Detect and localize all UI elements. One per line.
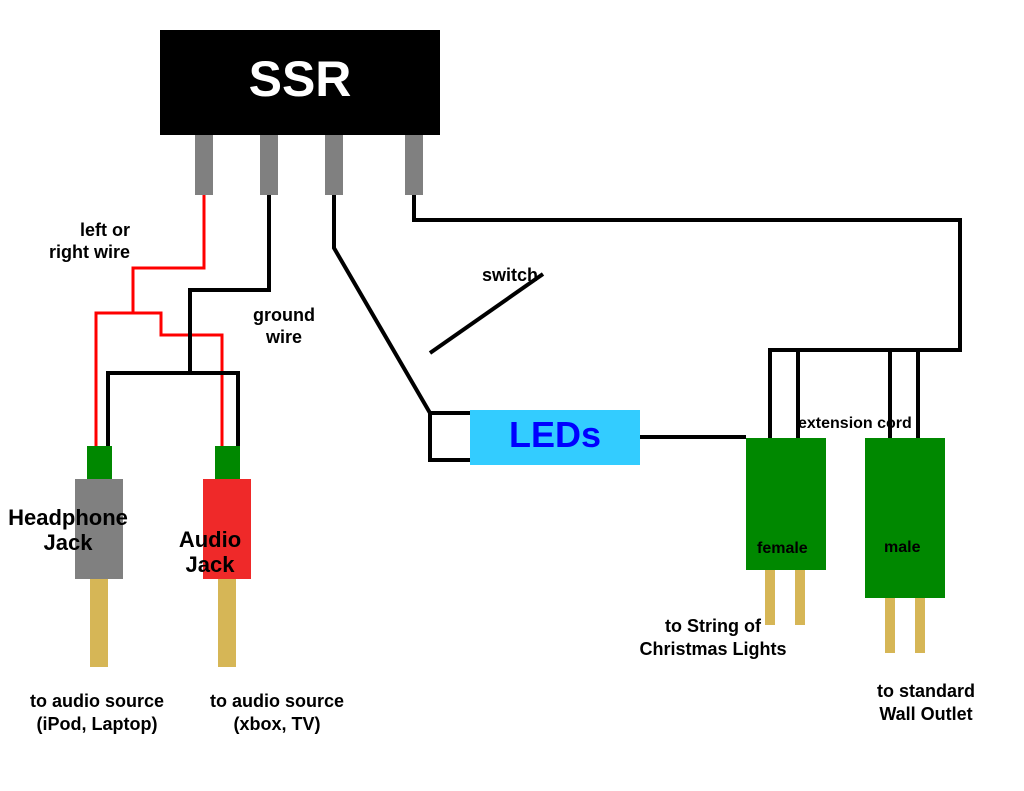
- left-right-label: left or right wire: [30, 220, 130, 263]
- extension-label: extension cord: [798, 415, 912, 433]
- to-audio2-label: to audio source (xbox, TV): [192, 690, 362, 735]
- to-string-label: to String of Christmas Lights: [603, 615, 823, 660]
- ground-label: ground wire: [253, 305, 315, 348]
- male-plug-body: [865, 438, 945, 598]
- leds-label: LEDs: [470, 414, 640, 456]
- male-prong-1: [885, 598, 895, 653]
- audio-tip: [215, 446, 240, 479]
- headphone-plug: [90, 579, 108, 667]
- wiring-layer: [0, 0, 1024, 791]
- to-audio1-label: to audio source (iPod, Laptop): [12, 690, 182, 735]
- audio-plug: [218, 579, 236, 667]
- headphone-tip: [87, 446, 112, 479]
- ssr-label: SSR: [160, 50, 440, 108]
- to-wall-label: to standard Wall Outlet: [846, 680, 1006, 725]
- audio-label: Audio Jack: [150, 527, 270, 578]
- ssr-pin-2: [260, 135, 278, 195]
- ssr-plug-wires: [414, 195, 960, 438]
- male-prong-2: [915, 598, 925, 653]
- leds-lower-wire: [430, 413, 471, 460]
- ssr-pin-3: [325, 135, 343, 195]
- male-label: male: [884, 539, 920, 557]
- ssr-switch-wire: [334, 195, 470, 413]
- switch-label: switch: [482, 265, 538, 286]
- ground-wires: [108, 195, 269, 446]
- female-label: female: [757, 540, 808, 558]
- ssr-pin-4: [405, 135, 423, 195]
- headphone-label: Headphone Jack: [0, 505, 158, 556]
- ssr-pin-1: [195, 135, 213, 195]
